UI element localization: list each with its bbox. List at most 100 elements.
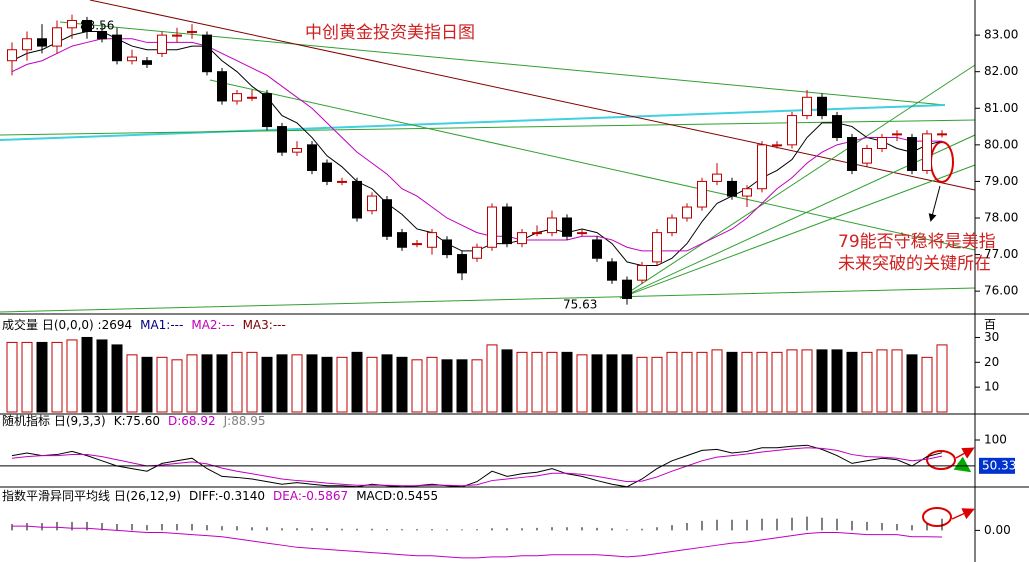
low-label: 75.63 xyxy=(563,298,597,312)
highlight xyxy=(930,141,954,183)
kdj-line xyxy=(11,447,943,487)
volume-bar xyxy=(351,351,363,413)
arrow xyxy=(953,456,972,473)
candle-body xyxy=(322,162,332,182)
header-item: 成交量 日(0,0,0) :2694 xyxy=(2,317,132,332)
candle-body xyxy=(562,217,572,237)
candle-body xyxy=(367,195,377,212)
annotation: 未来突破的关键所在 xyxy=(838,254,991,274)
candle-body xyxy=(772,144,782,147)
volume-bar xyxy=(291,354,303,413)
volume-bar xyxy=(156,356,168,413)
volume-bar xyxy=(846,351,858,413)
volume-bar xyxy=(651,356,663,413)
candle-body xyxy=(187,30,197,33)
candle-body xyxy=(907,137,917,171)
volume-bar xyxy=(726,351,738,413)
y-tick-label: 0.00 xyxy=(984,523,1011,537)
volume-bar xyxy=(546,351,558,413)
volume-bar xyxy=(621,354,633,413)
y-tick-label: 100 xyxy=(984,433,1007,447)
y-tick-label: 10 xyxy=(984,380,999,394)
candle-body xyxy=(682,206,692,219)
candle-body xyxy=(847,137,857,171)
volume-bar xyxy=(111,344,123,413)
volume-bar xyxy=(261,356,273,413)
header-item: MA2:--- xyxy=(191,318,234,332)
volume-bar xyxy=(396,356,408,413)
candle-body xyxy=(442,239,452,256)
candle-body xyxy=(622,279,632,299)
volume-bar xyxy=(426,356,438,413)
volume-bar xyxy=(216,354,228,413)
candle-body xyxy=(172,34,182,37)
candle-body xyxy=(652,232,662,263)
volume-bar xyxy=(816,349,828,413)
candle-body xyxy=(877,137,887,150)
y-tick-label: 81.00 xyxy=(984,101,1018,115)
volume-bar xyxy=(126,354,138,413)
candle-body xyxy=(457,254,467,274)
candle-body xyxy=(712,173,722,182)
header-item: 随机指标 日(9,3,3) xyxy=(2,413,106,428)
y-tick-label: 80.00 xyxy=(984,137,1018,151)
candle-body xyxy=(892,133,902,136)
volume-bar xyxy=(456,359,468,413)
candle-body xyxy=(232,93,242,102)
volume-bar xyxy=(636,356,648,413)
candle-body xyxy=(862,148,872,164)
volume-bar xyxy=(831,349,843,413)
candle-body xyxy=(577,232,587,235)
candle-body xyxy=(607,261,617,281)
y-tick-label: 76.00 xyxy=(984,284,1018,298)
candle-body xyxy=(337,180,347,183)
volume-bar xyxy=(681,351,693,413)
candle-body xyxy=(547,217,557,234)
volume-bar xyxy=(381,354,393,413)
current-label: 50.33 xyxy=(982,458,1016,472)
diff-line xyxy=(12,525,943,559)
volume-bar xyxy=(936,344,948,413)
volume-bar xyxy=(306,354,318,413)
candle-body xyxy=(142,60,152,65)
candle-body xyxy=(487,206,497,248)
candle-body xyxy=(667,217,677,234)
y-tick-label: 30 xyxy=(984,330,999,344)
candle-body xyxy=(637,265,647,281)
candle-body xyxy=(52,27,62,47)
candle-body xyxy=(502,206,512,245)
arrow xyxy=(951,508,975,520)
volume-bar xyxy=(606,354,618,413)
candle-body xyxy=(22,38,32,51)
header-item: D:68.92 xyxy=(168,414,216,428)
volume-bar xyxy=(276,354,288,413)
candle-body xyxy=(787,115,797,146)
candle-body xyxy=(292,148,302,153)
candle-body xyxy=(472,246,482,259)
candle-body xyxy=(307,144,317,171)
current-box xyxy=(979,457,1015,474)
panel-header: 随机指标 日(9,3,3) K:75.60 D:68.92 J:88.95 xyxy=(2,413,266,428)
volume-bar xyxy=(66,339,78,413)
volume-bar xyxy=(576,354,588,413)
volume-bar xyxy=(891,349,903,413)
volume-bar xyxy=(501,349,513,413)
volume-bar xyxy=(471,359,483,413)
panel-header: 指数平滑异同平均线 日(26,12,9) DIFF:-0.3140 DEA:-0.5… xyxy=(2,488,438,503)
y-tick-label: 82.00 xyxy=(984,64,1018,78)
candle-body xyxy=(352,180,362,219)
y-tick-label: 20 xyxy=(984,355,999,369)
volume-bar xyxy=(906,354,918,413)
candle-body xyxy=(832,115,842,139)
candle-body xyxy=(382,199,392,237)
volume-bar xyxy=(6,341,18,413)
volume-bar xyxy=(141,356,153,413)
volume-bar xyxy=(336,356,348,413)
header-item: J:88.95 xyxy=(223,414,266,428)
volume-bar xyxy=(876,349,888,413)
y-tick-label: 79.00 xyxy=(984,174,1018,188)
volume-bar xyxy=(711,349,723,413)
candle-body xyxy=(217,71,227,102)
candle-body xyxy=(397,232,407,248)
